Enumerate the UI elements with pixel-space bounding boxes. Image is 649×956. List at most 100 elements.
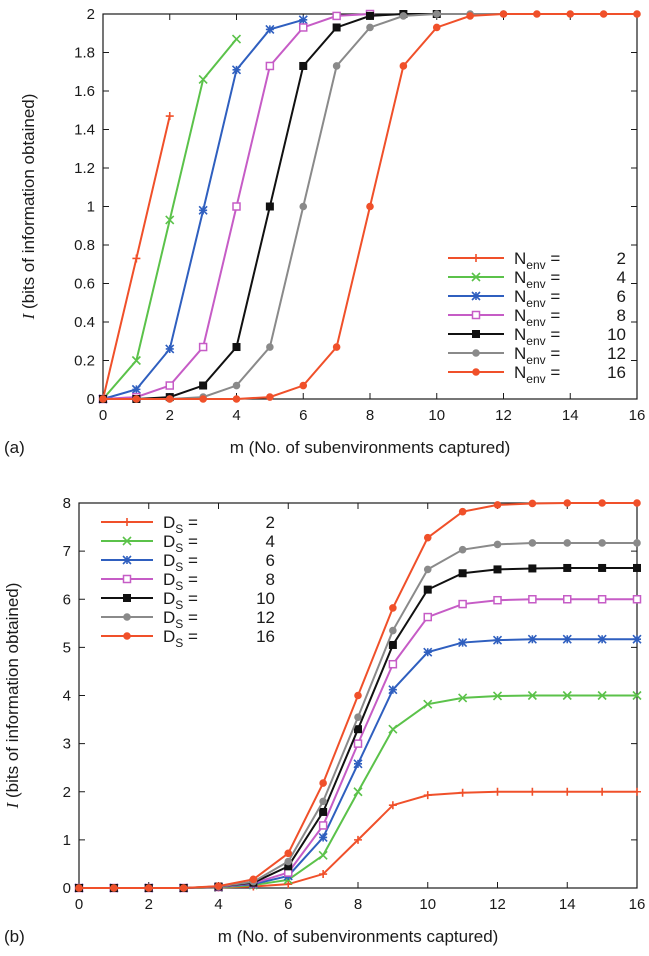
data-point — [354, 691, 362, 700]
x-tick-label: 0 — [75, 896, 83, 913]
data-point — [533, 10, 541, 18]
legend-label: DS = 2 — [163, 513, 275, 536]
data-point — [75, 884, 83, 892]
data-point — [266, 393, 274, 401]
legend-subscript: env — [526, 296, 545, 310]
panel-label: (b) — [4, 927, 25, 946]
data-point — [366, 11, 374, 20]
data-point — [423, 699, 433, 709]
data-point — [633, 563, 641, 572]
legend-item: Nenv = 4 — [448, 268, 626, 291]
data-point — [131, 355, 141, 366]
x-tick-label: 12 — [489, 896, 506, 913]
legend-equals: = — [183, 570, 198, 589]
legend-equals: = — [546, 363, 561, 382]
legend-value: 6 — [266, 551, 275, 570]
data-point — [563, 563, 572, 572]
data-point — [265, 24, 275, 34]
data-point — [354, 725, 362, 734]
data-point — [597, 595, 607, 604]
legend-value: 12 — [607, 344, 626, 363]
legend-marker — [123, 632, 131, 640]
data-point — [165, 381, 174, 390]
legend-item: Nenv = 6 — [448, 287, 626, 310]
data-point — [298, 15, 308, 25]
legend-subscript: env — [526, 372, 545, 386]
legend-marker — [123, 594, 131, 602]
x-tick-label: 6 — [284, 896, 292, 913]
data-point — [366, 202, 374, 211]
data-point — [265, 61, 275, 71]
data-point — [399, 62, 408, 70]
data-point — [284, 849, 293, 858]
legend-subscript: S — [175, 560, 183, 574]
data-point — [354, 713, 362, 721]
legend-value: 2 — [266, 513, 275, 532]
y-tick-label: 1 — [63, 832, 71, 849]
legend-symbol: D — [163, 570, 175, 589]
legend-symbol: D — [163, 608, 175, 627]
x-tick-label: 2 — [145, 896, 153, 913]
legend-item: Nenv = 16 — [448, 363, 626, 386]
x-tick-label: 4 — [214, 896, 222, 913]
data-point — [165, 215, 175, 225]
data-point — [319, 797, 327, 806]
chart-panel-a: 0 2 4 6 8 10 12 14 1600.20.40.60.811.21.41.61.82… — [4, 6, 645, 457]
y-tick-label: 0.6 — [74, 276, 95, 293]
legend-item: DS = 10 — [101, 589, 275, 612]
data-point — [432, 23, 441, 32]
legend-marker — [472, 254, 480, 262]
legend-marker — [123, 613, 131, 621]
legend-label: DS = 8 — [163, 570, 275, 593]
data-point — [493, 787, 502, 796]
legend-marker — [472, 368, 480, 376]
data-point — [528, 499, 537, 508]
series-d-6 — [74, 634, 642, 893]
y-axis-label: I (bits of information obtained) — [19, 94, 38, 321]
legend-label: Nenv = 2 — [514, 249, 626, 272]
legend-value: 12 — [256, 608, 275, 627]
data-point — [632, 595, 642, 604]
legend-label: DS = 10 — [163, 589, 275, 612]
data-point — [332, 11, 341, 21]
legend-item: Nenv = 12 — [448, 344, 626, 367]
x-tick-label: 0 — [99, 407, 107, 424]
legend-equals: = — [183, 532, 198, 551]
data-point — [458, 693, 468, 703]
data-point — [399, 12, 408, 20]
legend-symbol: D — [163, 551, 175, 570]
y-tick-label: 6 — [63, 591, 71, 608]
legend-equals: = — [183, 589, 198, 608]
x-tick-label: 16 — [629, 407, 646, 424]
data-point — [389, 626, 397, 635]
legend-label: DS = 6 — [163, 551, 275, 574]
legend-marker — [122, 536, 132, 546]
data-point — [389, 604, 397, 612]
legend-value: 8 — [266, 570, 275, 589]
legend-subscript: env — [526, 334, 545, 348]
data-point — [458, 599, 467, 609]
legend-equals: = — [546, 325, 561, 344]
data-point — [110, 884, 118, 892]
data-point — [199, 395, 207, 403]
data-point — [528, 564, 537, 573]
data-point — [492, 635, 503, 645]
data-point — [354, 835, 362, 844]
data-point — [493, 501, 502, 509]
y-axis-label-text: (bits of information obtained) — [19, 94, 38, 314]
data-point — [633, 539, 641, 547]
x-tick-label: 8 — [354, 896, 362, 913]
data-point — [232, 343, 241, 352]
data-point — [528, 787, 537, 796]
legend-equals: = — [546, 306, 561, 325]
y-tick-label: 0 — [63, 880, 71, 897]
data-point — [179, 884, 188, 892]
legend-subscript: S — [175, 598, 183, 612]
y-axis-label-text: (bits of information obtained) — [3, 583, 22, 803]
series-d-16 — [75, 499, 641, 892]
data-point — [353, 759, 363, 769]
data-point — [319, 779, 327, 787]
legend-item: Nenv = 8 — [448, 306, 626, 329]
legend-label: DS = 16 — [163, 627, 275, 650]
data-point — [423, 533, 432, 542]
